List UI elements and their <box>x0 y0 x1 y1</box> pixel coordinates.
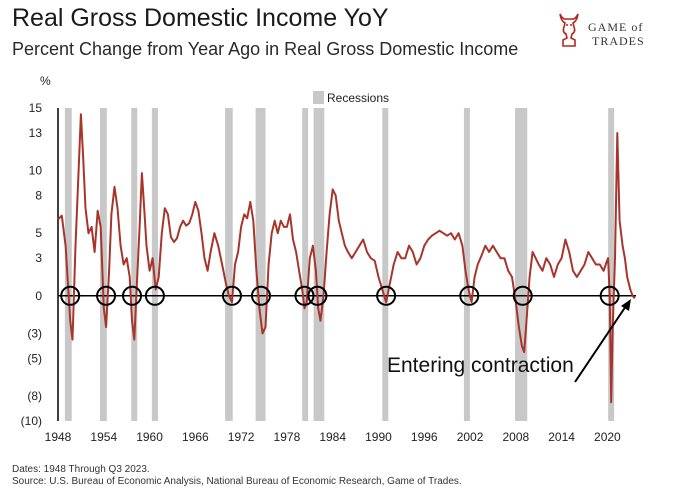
x-tick-label: 1984 <box>319 430 346 444</box>
y-tick-label: (8) <box>27 389 42 403</box>
zero-crossing-circle <box>250 285 271 306</box>
y-tick-label: 10 <box>29 164 43 178</box>
y-tick-label: 0 <box>35 289 42 303</box>
x-tick-label: 1972 <box>228 430 255 444</box>
annotation-arrow-shaft <box>574 302 629 383</box>
annotation-text: Entering contraction <box>387 354 574 377</box>
chart-subtitle: Percent Change from Year Ago in Real Gro… <box>12 39 519 59</box>
x-tick-label: 1954 <box>90 430 117 444</box>
recession-band-1 <box>99 108 107 421</box>
series-line-real-gdi-yoy <box>57 113 636 404</box>
legend-swatch <box>313 91 324 104</box>
contraction-annotation: Entering contraction <box>387 299 631 383</box>
x-axis-ticks: 1948 1954 1960 1966 1972 1978 1984 1990 1996 2002… <box>45 430 621 444</box>
y-tick-label: 3 <box>35 251 42 265</box>
recession-band-9 <box>463 108 470 421</box>
bull-knight-icon <box>559 13 579 47</box>
zero-crossing-markers <box>60 285 620 306</box>
recession-band-5 <box>255 108 266 421</box>
zero-crossing-circle <box>221 285 242 306</box>
annotation-arrow-head <box>621 299 631 311</box>
zero-crossing-circle <box>122 285 143 306</box>
y-axis-ticks: 15 13 10 8 5 3 0 (3) (5) (8) (10) <box>21 101 43 428</box>
recession-band-6 <box>302 108 309 421</box>
recession-band-3 <box>151 108 158 421</box>
zero-crossing-circle <box>96 285 117 306</box>
zero-crossing-circle <box>599 285 620 306</box>
footer-dates: Dates: 1948 Through Q3 2023. <box>12 464 150 475</box>
x-tick-label: 1948 <box>45 430 72 444</box>
y-tick-label: 8 <box>35 189 42 203</box>
recession-band-4 <box>225 108 233 421</box>
game-of-trades-logo: GAME of TRADES <box>552 8 662 52</box>
zero-crossing-circle <box>144 285 165 306</box>
recession-band-8 <box>382 108 389 421</box>
y-axis-label: % <box>40 74 51 88</box>
x-tick-label: 1960 <box>136 430 163 444</box>
y-tick-label: (3) <box>27 326 42 340</box>
logo-line2: TRADES <box>592 34 645 48</box>
y-tick-label: 13 <box>29 126 43 140</box>
x-tick-label: 1966 <box>182 430 209 444</box>
legend-label: Recessions <box>327 91 389 105</box>
zero-crossing-circle <box>459 285 480 306</box>
recession-band-7 <box>313 108 325 421</box>
y-tick-label: (10) <box>21 414 42 428</box>
y-tick-label: 15 <box>29 101 43 115</box>
x-tick-label: 1996 <box>411 430 438 444</box>
y-tick-label: 5 <box>35 226 42 240</box>
zero-crossing-circle <box>512 285 533 306</box>
recession-band-2 <box>131 108 138 421</box>
zero-crossing-circle <box>60 285 81 306</box>
recession-band-0 <box>64 108 72 421</box>
chart-title: Real Gross Domestic Income YoY <box>12 4 389 32</box>
zero-crossing-circle <box>307 285 328 306</box>
x-tick-label: 2008 <box>502 430 529 444</box>
x-tick-label: 1978 <box>274 430 301 444</box>
x-tick-label: 2014 <box>548 430 575 444</box>
x-tick-label: 1990 <box>365 430 392 444</box>
legend: Recessions <box>313 91 389 105</box>
x-tick-label: 2002 <box>457 430 484 444</box>
zero-crossing-circle <box>294 285 315 306</box>
recession-band-11 <box>608 108 615 421</box>
y-tick-label: (5) <box>27 351 42 365</box>
footer-source: Source: U.S. Bureau of Economic Analysis… <box>12 476 462 487</box>
logo-line1: GAME of <box>588 20 644 34</box>
zero-crossing-circle <box>376 285 397 306</box>
x-tick-label: 2020 <box>594 430 621 444</box>
recession-bands <box>64 108 615 421</box>
